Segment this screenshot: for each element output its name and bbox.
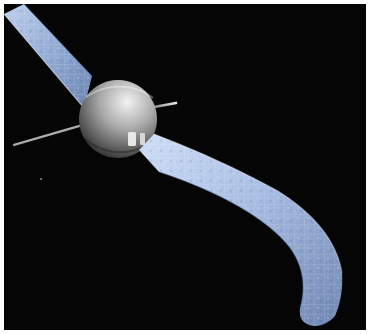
satellite-scene — [4, 4, 366, 330]
space-particle — [40, 178, 42, 180]
body-connector-1 — [128, 132, 136, 146]
body-connector-2 — [140, 133, 145, 145]
